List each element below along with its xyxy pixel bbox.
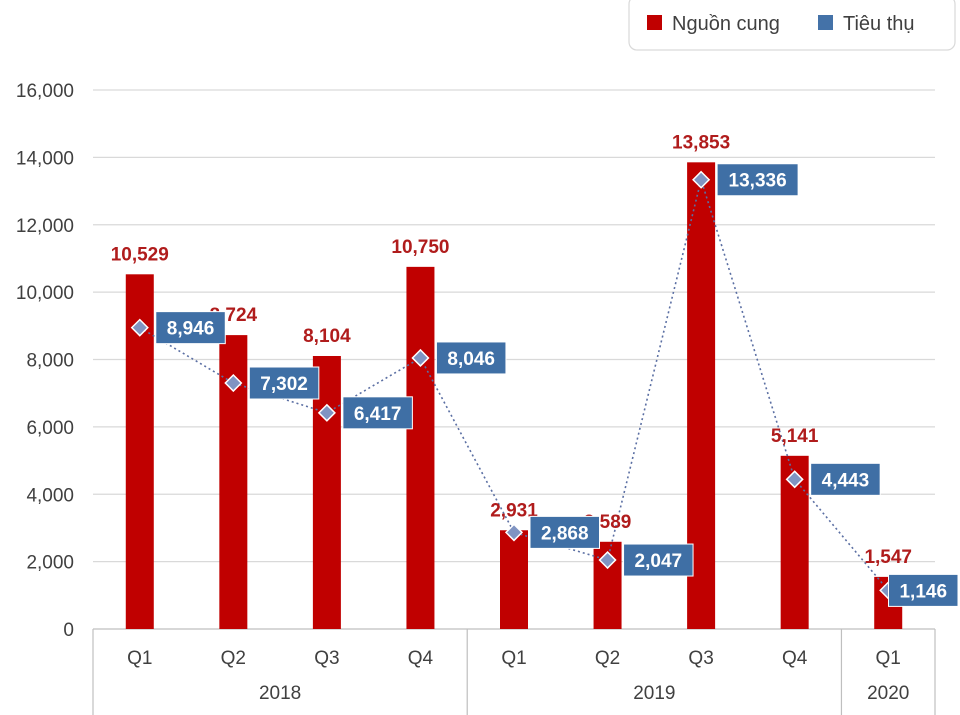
supply-value-label: 5,141 (771, 426, 819, 447)
supply-bars (125, 162, 903, 629)
consumption-value-label: 2,047 (635, 551, 683, 572)
legend-box (628, 0, 956, 51)
legend: Nguồn cung Tiêu thụ (628, 0, 956, 51)
consumption-marker (317, 403, 336, 422)
consumption-marker (224, 373, 243, 393)
supply-value-label: 10,529 (111, 244, 169, 265)
x-tick-label: Q1 (127, 648, 152, 669)
legend-label-consumption: Tiêu thụ (843, 13, 915, 35)
x-tick-label: Q2 (595, 648, 620, 669)
x-tick-label: Q1 (876, 648, 901, 669)
consumption-label-box (342, 396, 413, 430)
consumption-marker (598, 550, 617, 570)
group-label: 2018 (259, 683, 301, 704)
consumption-marker (785, 470, 804, 489)
consumption-label-box (716, 163, 799, 197)
supply-bar (500, 530, 528, 629)
consumption-marker (692, 170, 711, 189)
y-tick-label: 0 (63, 620, 74, 641)
supply-bar (406, 266, 435, 629)
legend-label-supply: Nguồn cung (672, 13, 780, 35)
x-tick-label: Q1 (501, 648, 526, 669)
consumption-value-label: 2,868 (541, 523, 589, 544)
consumption-label-box (810, 462, 881, 496)
supply-value-label: 2,931 (490, 500, 538, 521)
y-tick-label: 4,000 (26, 485, 74, 506)
legend-swatch-supply (647, 15, 662, 30)
consumption-marker (504, 523, 524, 542)
consumption-label-box (888, 573, 959, 607)
y-tick-label: 8,000 (26, 351, 74, 372)
consumption-value-label: 7,302 (260, 374, 308, 395)
consumption-label-box (248, 366, 320, 400)
x-tick-label: Q2 (221, 648, 246, 669)
consumption-value-label: 13,336 (729, 171, 787, 192)
consumption-marker (130, 318, 149, 337)
x-tick-label: Q3 (688, 648, 713, 669)
supply-value-label: 10,750 (391, 237, 449, 258)
consumption-value-label: 8,046 (447, 349, 495, 370)
y-tick-label: 10,000 (16, 283, 74, 304)
y-tick-label: 6,000 (26, 418, 74, 439)
consumption-marker (411, 348, 430, 368)
supply-value-label: 8,104 (303, 326, 351, 347)
consumption-value-label: 4,443 (822, 470, 870, 491)
group-label: 2019 (633, 683, 675, 704)
legend-swatch-consumption (818, 15, 833, 30)
x-tick-label: Q3 (314, 648, 339, 669)
y-tick-label: 14,000 (16, 148, 74, 169)
consumption-value-label: 8,946 (167, 319, 215, 340)
consumption-label-box (623, 543, 694, 577)
y-tick-label: 12,000 (16, 216, 74, 237)
x-tick-label: Q4 (408, 648, 434, 669)
data-labels: 10,5298,7248,10410,7502,9312,58913,8535,… (111, 132, 959, 607)
supply-value-label: 13,853 (672, 132, 730, 153)
consumption-label-box (435, 341, 507, 375)
y-tick-label: 16,000 (16, 81, 74, 102)
group-label: 2020 (867, 683, 909, 704)
consumption-value-label: 6,417 (354, 404, 402, 425)
consumption-value-label: 1,146 (899, 581, 947, 602)
consumption-label-box (155, 311, 226, 345)
x-tick-label: Q4 (782, 648, 808, 669)
y-tick-label: 2,000 (26, 553, 74, 574)
supply-bar (312, 355, 341, 629)
consumption-label-box (529, 515, 600, 549)
supply-value-label: 1,547 (864, 547, 912, 568)
